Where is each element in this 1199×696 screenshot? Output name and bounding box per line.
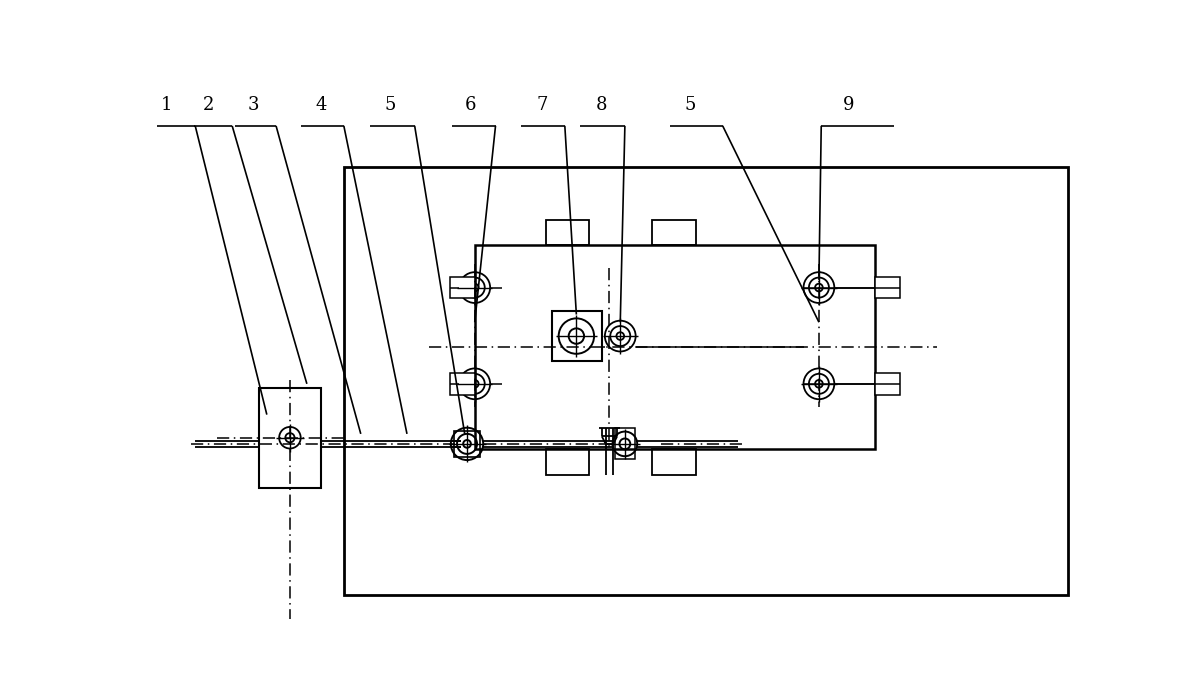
Bar (450, 277, 475, 299)
Bar (875, 373, 899, 395)
Bar (546, 450, 590, 475)
Text: 8: 8 (596, 96, 608, 114)
Text: 9: 9 (843, 96, 854, 114)
Bar (652, 450, 695, 475)
Bar (450, 373, 475, 395)
Text: 5: 5 (685, 96, 697, 114)
Bar (475, 245, 875, 450)
Text: 1: 1 (161, 96, 173, 114)
Bar (546, 220, 590, 245)
Text: 7: 7 (536, 96, 548, 114)
Text: 5: 5 (385, 96, 396, 114)
Bar (344, 166, 1067, 595)
Bar (615, 429, 635, 459)
Text: 2: 2 (203, 96, 213, 114)
Bar (552, 311, 602, 361)
Bar (652, 220, 695, 245)
Text: 4: 4 (315, 96, 326, 114)
Bar (875, 277, 899, 299)
Text: 6: 6 (465, 96, 477, 114)
Bar (454, 431, 480, 457)
Text: 3: 3 (247, 96, 259, 114)
Bar (259, 388, 321, 488)
